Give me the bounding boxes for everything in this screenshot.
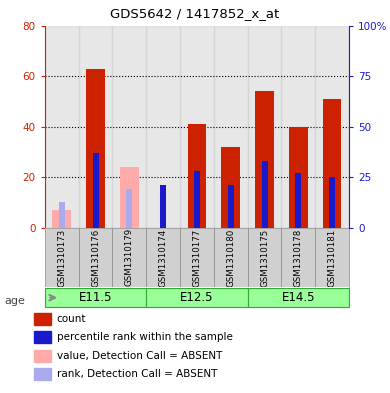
Bar <box>45 26 79 228</box>
Text: GSM1310177: GSM1310177 <box>192 228 202 286</box>
Text: GSM1310180: GSM1310180 <box>226 228 235 286</box>
Bar <box>282 228 315 287</box>
Bar <box>45 228 79 287</box>
Bar <box>289 127 308 228</box>
Bar <box>282 26 315 228</box>
Bar <box>79 228 112 287</box>
Bar <box>112 26 146 228</box>
Bar <box>52 210 71 228</box>
Bar <box>79 26 112 228</box>
Bar <box>146 228 180 287</box>
Text: E14.5: E14.5 <box>282 291 315 304</box>
Text: GSM1310174: GSM1310174 <box>159 228 168 286</box>
Bar <box>222 147 240 228</box>
Text: GSM1310179: GSM1310179 <box>125 228 134 286</box>
Text: value, Detection Call = ABSENT: value, Detection Call = ABSENT <box>57 351 222 361</box>
Bar <box>120 167 138 228</box>
Text: GDS5642 / 1417852_x_at: GDS5642 / 1417852_x_at <box>110 7 280 20</box>
Bar <box>34 331 51 343</box>
Bar <box>188 124 206 228</box>
Bar <box>126 189 132 228</box>
Bar <box>248 288 349 307</box>
Bar <box>34 369 51 380</box>
Bar <box>248 228 282 287</box>
Bar <box>315 228 349 287</box>
Bar <box>86 68 105 228</box>
Bar <box>262 161 268 228</box>
Bar <box>329 177 335 228</box>
Bar <box>34 350 51 362</box>
Bar <box>160 185 166 228</box>
Text: percentile rank within the sample: percentile rank within the sample <box>57 332 232 342</box>
Bar <box>146 288 248 307</box>
Bar <box>146 26 180 228</box>
Bar <box>194 171 200 228</box>
Text: GSM1310181: GSM1310181 <box>328 228 337 286</box>
Bar <box>214 26 248 228</box>
Bar <box>214 228 248 287</box>
Text: GSM1310176: GSM1310176 <box>91 228 100 286</box>
Bar <box>92 153 99 228</box>
Text: GSM1310173: GSM1310173 <box>57 228 66 286</box>
Bar <box>59 202 65 228</box>
Bar <box>228 185 234 228</box>
Text: GSM1310178: GSM1310178 <box>294 228 303 286</box>
Text: GSM1310175: GSM1310175 <box>260 228 269 286</box>
Bar <box>112 228 146 287</box>
Bar <box>180 26 214 228</box>
Bar <box>315 26 349 228</box>
Bar <box>295 173 301 228</box>
Text: E12.5: E12.5 <box>180 291 214 304</box>
Text: age: age <box>4 296 25 306</box>
Bar <box>248 26 282 228</box>
Bar <box>45 288 146 307</box>
Text: E11.5: E11.5 <box>79 291 112 304</box>
Bar <box>180 228 214 287</box>
Bar <box>34 313 51 325</box>
Text: rank, Detection Call = ABSENT: rank, Detection Call = ABSENT <box>57 369 217 379</box>
Text: count: count <box>57 314 86 324</box>
Bar <box>323 99 341 228</box>
Bar <box>255 91 274 228</box>
